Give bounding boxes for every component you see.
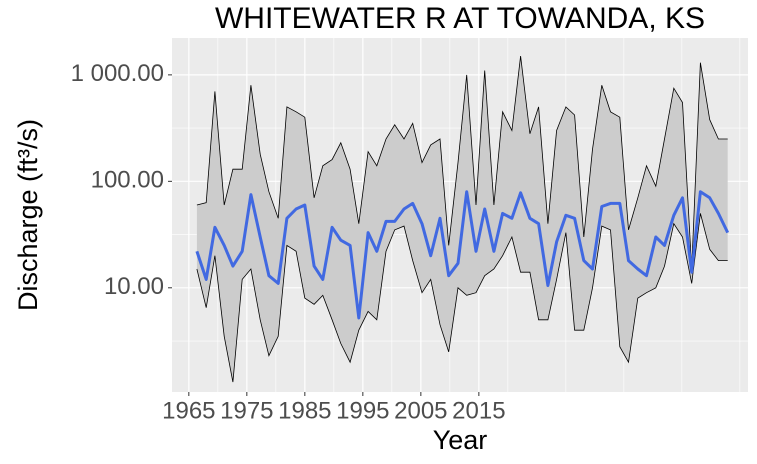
median-line xyxy=(195,190,730,320)
y-tick-label: 1 000.00 xyxy=(71,60,164,87)
chart-title: WHITEWATER R AT TOWANDA, KS xyxy=(215,2,705,35)
ribbon-lower xyxy=(196,213,728,383)
y-tick-label: 100.00 xyxy=(91,167,164,194)
x-tick-label: 1965 xyxy=(162,397,215,424)
x-tick-label: 2005 xyxy=(394,397,447,424)
y-tick-label: 10.00 xyxy=(104,273,164,300)
x-tick-label: 1995 xyxy=(336,397,389,424)
x-axis-title: Year xyxy=(433,425,488,455)
ribbon-upper xyxy=(196,56,728,270)
x-tick-label: 1975 xyxy=(220,397,273,424)
y-axis-title: Discharge (ft³/s) xyxy=(13,119,43,311)
x-tick-label: 2015 xyxy=(452,397,505,424)
x-tick-label: 1985 xyxy=(278,397,331,424)
